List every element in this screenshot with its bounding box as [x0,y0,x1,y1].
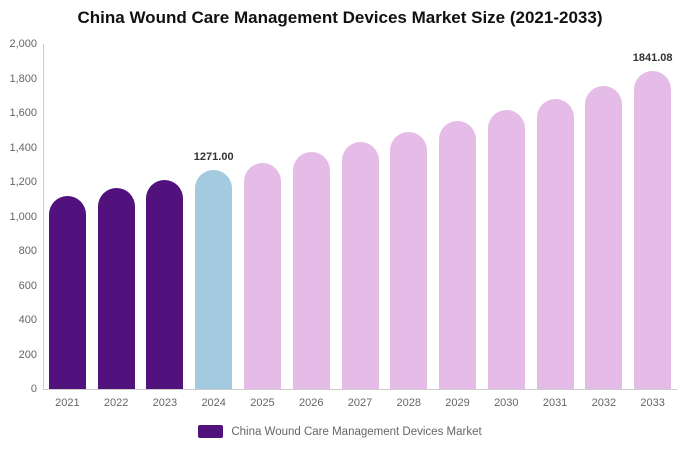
legend: China Wound Care Management Devices Mark… [0,425,680,438]
bar-2028[interactable] [390,131,428,389]
y-axis-line [43,44,44,389]
bar-2031[interactable] [536,99,574,389]
bar-2023[interactable] [146,179,184,389]
legend-item[interactable]: China Wound Care Management Devices Mark… [198,425,482,438]
bar-2025[interactable] [243,162,281,389]
x-axis-label-2027: 2027 [347,397,373,409]
x-axis-label-2030: 2030 [494,397,519,409]
value-label-2024: 1271.00 [193,150,234,163]
bar-2030[interactable] [487,109,525,389]
x-axis-label-2025: 2025 [250,397,275,409]
value-label-2033: 1841.08 [632,52,673,65]
bar-2029[interactable] [439,120,477,389]
y-axis-tick-label: 2,000 [9,38,37,50]
bar-2033[interactable] [634,71,672,389]
y-axis-tick-label: 400 [18,314,37,326]
bar-2032[interactable] [585,86,623,389]
bar-2026[interactable] [292,152,330,389]
x-axis-label-2026: 2026 [298,397,324,409]
bar-2027[interactable] [341,142,379,389]
legend-swatch-icon [198,425,224,438]
bar-2022[interactable] [97,187,135,389]
bar-2021[interactable] [48,195,86,389]
y-axis-tick-label: 1,600 [9,107,37,119]
y-axis-tick-label: 1,200 [9,176,37,188]
y-axis-tick-label: 800 [18,245,37,257]
y-axis-tick-label: 0 [30,383,37,395]
y-axis-tick-label: 600 [18,279,37,292]
x-axis-label-2032: 2032 [591,397,617,409]
x-axis-label-2028: 2028 [396,397,421,409]
y-axis-tick-label: 200 [18,348,37,361]
x-axis-label-2024: 2024 [201,397,226,409]
chart-title: China Wound Care Management Devices Mark… [77,8,603,27]
x-axis-label-2021: 2021 [55,397,80,409]
x-axis-label-2022: 2022 [103,397,129,409]
y-axis-tick-label: 1,000 [9,210,37,223]
y-axis-tick-label: 1,800 [9,72,37,85]
y-axis-tick-label: 1,400 [9,141,37,154]
x-axis-label-2029: 2029 [445,397,470,409]
x-axis-label-2031: 2031 [542,397,568,409]
bar-2024[interactable] [195,169,233,389]
x-axis-label-2023: 2023 [152,397,178,409]
legend-label: China Wound Care Management Devices Mark… [231,425,482,438]
x-axis-line [43,389,677,390]
x-axis-label-2033: 2033 [640,397,665,409]
